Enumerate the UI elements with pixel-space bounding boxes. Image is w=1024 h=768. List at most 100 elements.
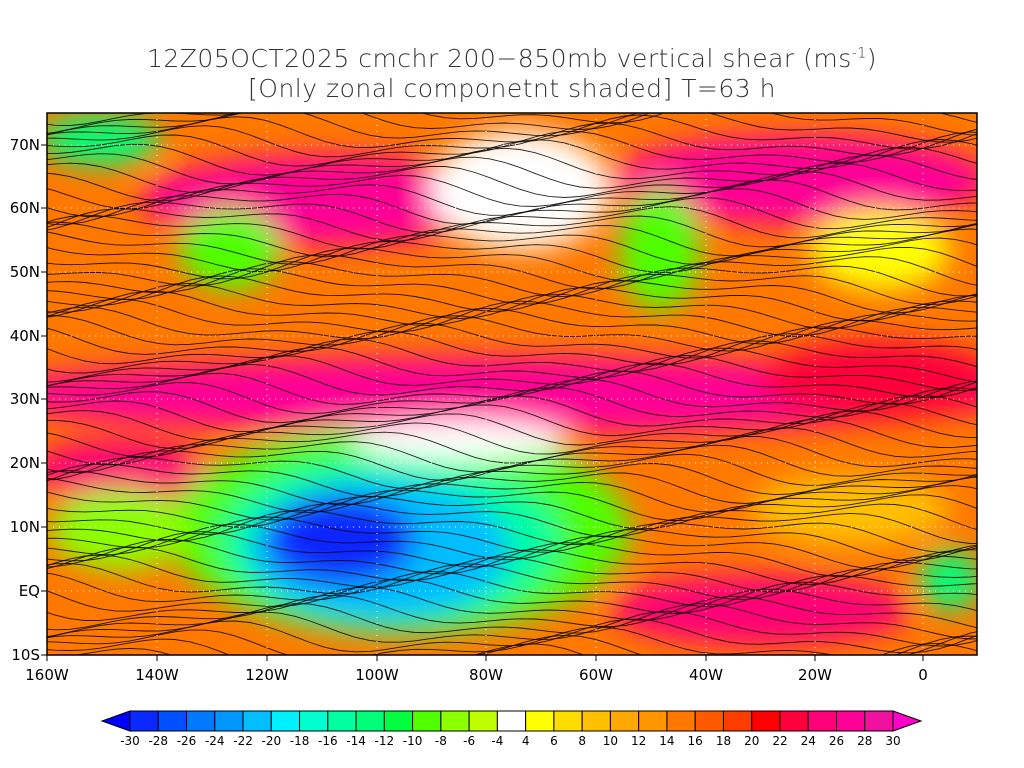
streamline	[47, 113, 977, 136]
chart-title-line2: [Only zonal componetnt shaded] T=63 h	[248, 74, 776, 103]
streamline	[47, 410, 977, 450]
streamline	[47, 338, 977, 374]
streamline	[47, 626, 977, 655]
shaded-field	[47, 113, 977, 655]
colorbar-box	[496, 710, 527, 732]
lon-tick-label: 160W	[25, 666, 69, 684]
colorbar-box	[468, 710, 498, 732]
streamline	[47, 594, 977, 631]
colorbar-label: -18	[290, 734, 310, 748]
streamline	[47, 470, 977, 506]
colorbar-box	[355, 710, 385, 732]
streamline	[47, 114, 977, 150]
streamline	[47, 402, 977, 441]
streamline	[47, 485, 977, 521]
colorbar-label: -4	[491, 734, 503, 748]
colorbar-box	[864, 710, 894, 732]
colorbar-label: -10	[403, 734, 423, 748]
streamline	[47, 188, 977, 225]
colorbar-label: 8	[578, 734, 586, 748]
colorbar-box	[157, 710, 188, 732]
title-superscript: -1	[851, 45, 867, 62]
lat-tick-label: 20N	[10, 454, 40, 472]
streamlines	[47, 113, 977, 655]
streamline	[47, 261, 977, 298]
streamline	[47, 362, 977, 399]
map-frame	[46, 112, 978, 656]
streamline	[47, 268, 977, 305]
lat-tick-label: 30N	[10, 390, 40, 408]
colorbar-box	[327, 710, 357, 732]
colorbar-box	[242, 710, 272, 732]
streamline	[47, 298, 977, 337]
colorbar-label: -12	[375, 734, 395, 748]
streamline	[47, 603, 977, 640]
colorbar-box	[214, 710, 244, 732]
colorbar-box	[694, 710, 724, 732]
colorbar-box	[666, 710, 696, 732]
lat-tick-label: EQ	[19, 582, 40, 600]
colorbar-label: -26	[177, 734, 197, 748]
streamline	[47, 502, 977, 538]
streamline	[47, 546, 977, 586]
colorbar-label: -28	[148, 734, 168, 748]
colorbar-box	[581, 710, 611, 732]
colorbar-box	[779, 710, 809, 732]
streamline	[47, 427, 977, 466]
streamline	[47, 531, 977, 570]
colorbar-label: -30	[120, 734, 140, 748]
streamline	[47, 146, 977, 185]
colorbar-box	[299, 710, 329, 732]
colorbar-label: 6	[550, 734, 558, 748]
colorbar-label: 24	[801, 734, 816, 748]
lat-axis: 70N 60N 50N 40N 30N 20N 10N EQ 10S	[10, 136, 47, 664]
colorbar-box	[722, 710, 753, 732]
colorbar-box	[638, 710, 668, 732]
colorbar-box	[807, 710, 837, 732]
colorbar-label: -22	[233, 734, 253, 748]
colorbar-box	[440, 710, 470, 732]
lon-tick-label: 140W	[135, 666, 179, 684]
gridlines	[47, 113, 977, 655]
streamline	[47, 494, 977, 530]
streamline	[47, 476, 977, 514]
streamline	[47, 387, 977, 424]
streamline	[47, 282, 977, 322]
colorbar-box	[836, 710, 866, 732]
streamline	[47, 523, 977, 562]
colorbar-box	[270, 710, 301, 732]
lon-axis: 160W 140W 120W 100W 80W 60W 40W 20W 0	[25, 655, 928, 684]
lon-tick-label: 20W	[798, 666, 832, 684]
streamline	[47, 237, 977, 274]
colorbar-box	[553, 710, 583, 732]
title-text: 12Z05OCT2025 cmchr 200−850mb vertical sh…	[146, 44, 852, 73]
colorbar-label: 4	[522, 734, 530, 748]
streamline	[47, 509, 977, 546]
streamline	[47, 221, 977, 258]
colorbar-label: -8	[435, 734, 447, 748]
streamline	[47, 586, 977, 621]
streamline	[47, 254, 977, 290]
streamline	[47, 516, 977, 553]
title-end: )	[866, 44, 877, 73]
colorbar-label: 30	[885, 734, 900, 748]
streamline	[47, 453, 977, 490]
streamline	[47, 418, 977, 458]
colorbar-box	[186, 710, 216, 732]
colorbar-label: 10	[603, 734, 618, 748]
lat-tick-label: 10N	[10, 518, 40, 536]
lon-tick-label: 100W	[355, 666, 399, 684]
streamline	[47, 170, 977, 210]
streamline	[47, 130, 977, 167]
lat-tick-label: 40N	[10, 327, 40, 345]
chart-title-line1: 12Z05OCT2025 cmchr 200−850mb vertical sh…	[0, 44, 1024, 73]
streamline	[47, 113, 977, 126]
colorbar-box	[412, 710, 442, 732]
colorbar-label: 12	[631, 734, 646, 748]
colorbar-under-arrow	[100, 710, 131, 732]
lat-tick-label: 10S	[11, 646, 40, 664]
colorbar-box	[751, 710, 781, 732]
streamline	[47, 315, 977, 352]
colorbar-label: -24	[205, 734, 225, 748]
